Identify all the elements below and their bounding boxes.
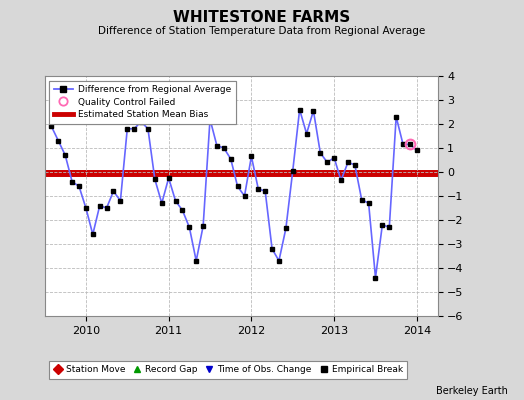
Text: Difference of Station Temperature Data from Regional Average: Difference of Station Temperature Data f… <box>99 26 425 36</box>
Text: Berkeley Earth: Berkeley Earth <box>436 386 508 396</box>
Legend: Difference from Regional Average, Quality Control Failed, Estimated Station Mean: Difference from Regional Average, Qualit… <box>49 80 236 124</box>
Legend: Station Move, Record Gap, Time of Obs. Change, Empirical Break: Station Move, Record Gap, Time of Obs. C… <box>49 361 407 379</box>
Text: WHITESTONE FARMS: WHITESTONE FARMS <box>173 10 351 25</box>
